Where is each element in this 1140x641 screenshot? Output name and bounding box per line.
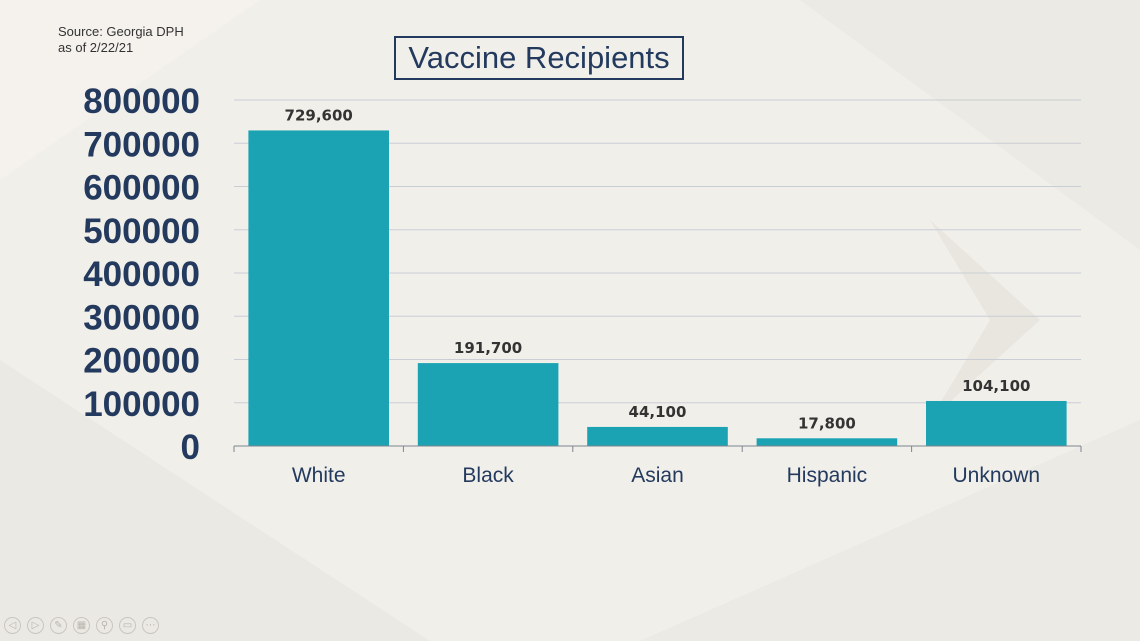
y-tick-label: 100000	[83, 385, 200, 424]
chart-title: Vaccine Recipients	[394, 36, 684, 80]
bar-black	[417, 363, 559, 446]
pen-icon[interactable]: ✎	[50, 617, 67, 634]
source-line: Source: Georgia DPH	[58, 24, 184, 39]
slides-grid-icon[interactable]: ▦	[73, 617, 90, 634]
bars: 729,600 191,700 44,100 17,800 104,100	[248, 106, 1067, 446]
data-label: 17,800	[798, 414, 856, 432]
y-tick-label: 600000	[83, 169, 200, 208]
data-label: 104,100	[962, 377, 1030, 395]
x-tick-label: White	[292, 464, 346, 487]
source-note: Source: Georgia DPH as of 2/22/21	[58, 24, 184, 56]
zoom-icon[interactable]: ⚲	[96, 617, 113, 634]
bar-white	[248, 130, 390, 446]
data-label: 191,700	[454, 339, 522, 357]
data-label: 44,100	[629, 403, 687, 421]
x-tick-label: Hispanic	[787, 464, 868, 487]
date-line: as of 2/22/21	[58, 40, 134, 55]
previous-slide-icon[interactable]: ◁	[4, 617, 21, 634]
x-tick-label: Asian	[631, 464, 684, 487]
x-axis: White Black Asian Hispanic Unknown	[233, 445, 1082, 487]
next-slide-icon[interactable]: ▷	[27, 617, 44, 634]
bar-hispanic	[756, 438, 898, 446]
bar-asian	[587, 426, 728, 446]
y-tick-label: 800000	[83, 82, 200, 121]
y-axis-labels: 0 100000 200000 300000 400000 500000 600000 700…	[83, 82, 200, 467]
y-tick-label: 200000	[83, 342, 200, 381]
y-tick-label: 500000	[83, 212, 200, 251]
data-label: 729,600	[285, 106, 353, 124]
y-tick-label: 0	[181, 428, 200, 467]
y-tick-label: 700000	[83, 125, 200, 164]
bar-unknown	[925, 400, 1067, 446]
x-tick-label: Black	[462, 464, 514, 487]
y-tick-label: 400000	[83, 255, 200, 294]
y-tick-label: 300000	[83, 298, 200, 337]
x-tick-label: Unknown	[953, 464, 1041, 487]
subtitles-icon[interactable]: ▭	[119, 617, 136, 634]
more-options-icon[interactable]: ⋯	[142, 617, 159, 634]
presentation-controls: ◁ ▷ ✎ ▦ ⚲ ▭ ⋯	[4, 617, 159, 634]
